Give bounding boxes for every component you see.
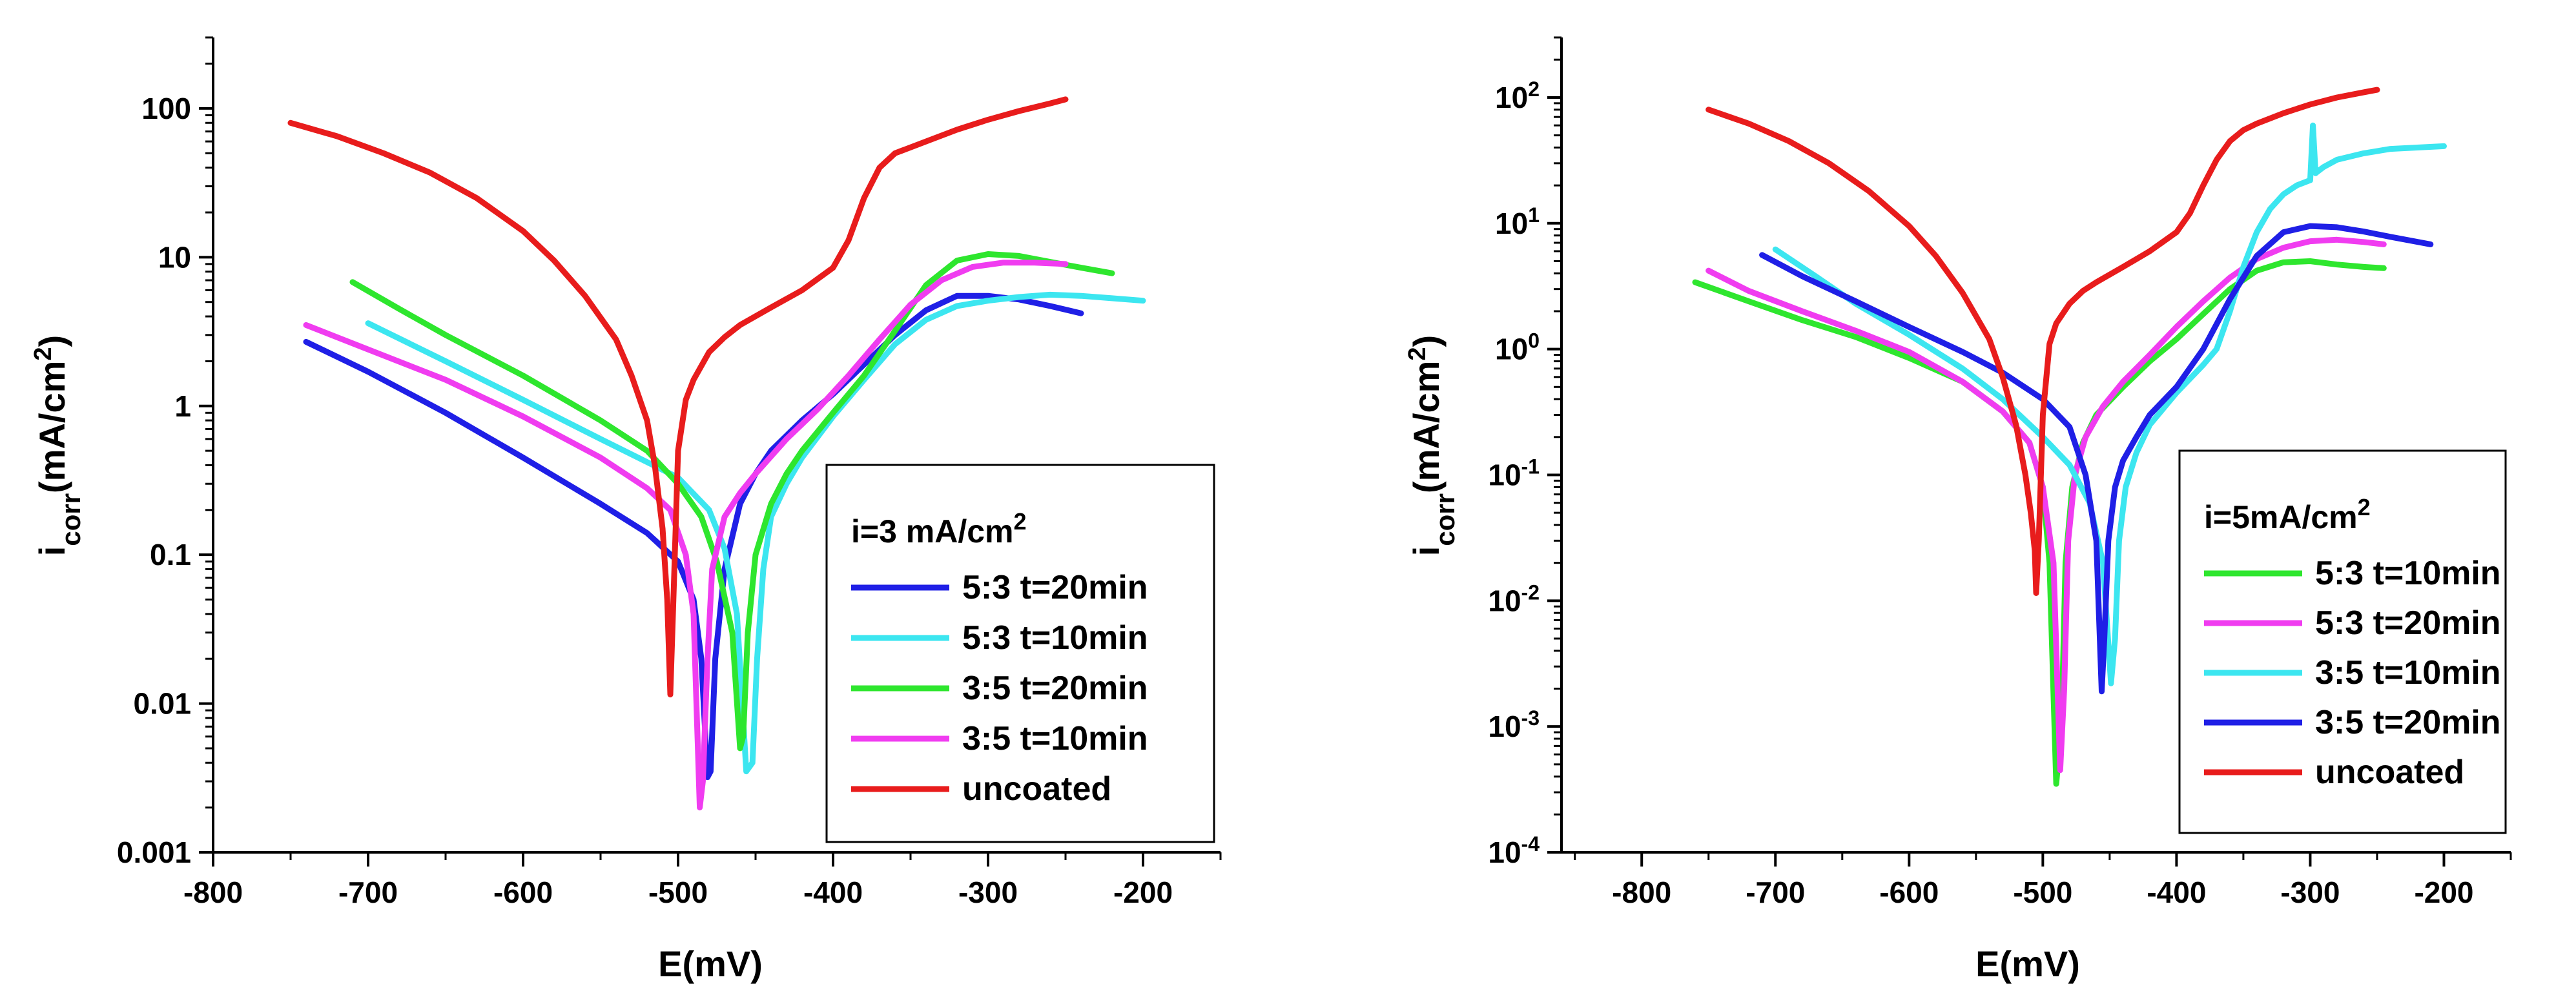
y-tick-label: 0.001 bbox=[117, 836, 191, 869]
legend-title-text: i=5mA/cm bbox=[2204, 499, 2358, 535]
legend-label: 5:3 t=10min bbox=[962, 619, 1148, 657]
x-tick-label: -200 bbox=[2414, 876, 2473, 909]
y-axis-title-sub: corr bbox=[1430, 493, 1460, 546]
series-line-uncoated bbox=[287, 96, 1069, 698]
legend-label: 5:3 t=10min bbox=[2315, 555, 2501, 592]
legend-label: uncoated bbox=[962, 770, 1111, 808]
legend-label: 3:5 t=20min bbox=[2315, 704, 2501, 741]
legend-left: i=3 mA/cm2 5:3 t=20min 5:3 t=10min 3:5 t=2… bbox=[825, 464, 1215, 843]
x-tick-label: -800 bbox=[1612, 876, 1671, 909]
series-group-left bbox=[287, 96, 1146, 811]
legend-title-sup: 2 bbox=[2358, 494, 2371, 520]
legend-items-right: 5:3 t=10min 5:3 t=20min 3:5 t=10min 3:5 t=2… bbox=[2204, 555, 2501, 791]
x-tick-label: -700 bbox=[338, 876, 398, 909]
legend-label: 5:3 t=20min bbox=[2315, 604, 2501, 642]
x-tick-label: -700 bbox=[1746, 876, 1805, 909]
chart-left: -800 -700 -600 -500 -400 -300 -200 0.001 0.01 0.1… bbox=[30, 36, 1222, 984]
series-line-3-5-t-10min bbox=[1772, 122, 2447, 686]
legend-label: 5:3 t=20min bbox=[962, 569, 1148, 606]
y-axis-title-close: ) bbox=[1406, 335, 1447, 347]
y-axis-title-base: i bbox=[32, 546, 72, 557]
x-tick-label: -300 bbox=[958, 876, 1018, 909]
series-group-right bbox=[1692, 87, 2447, 787]
series-line-5-3-t-20min bbox=[303, 293, 1084, 781]
legend-title-right: i=5mA/cm2 bbox=[2204, 494, 2371, 536]
x-axis-title-left: E(mV) bbox=[658, 943, 763, 984]
y-axis-title-left: icorr(mA/cm2) bbox=[30, 335, 86, 556]
legend-title-text: i=3 mA/cm bbox=[851, 513, 1014, 549]
y-tick-label: 100 bbox=[1495, 329, 1540, 366]
y-axis-title-base: i bbox=[1406, 546, 1447, 557]
x-tick-label: -400 bbox=[803, 876, 863, 909]
x-tick-label: -400 bbox=[2147, 876, 2206, 909]
series-line-3-5-t-10min bbox=[303, 260, 1069, 811]
x-tick-label: -300 bbox=[2280, 876, 2340, 909]
y-tick-label: 100 bbox=[141, 92, 191, 125]
y-axis-title-sup: 2 bbox=[30, 347, 57, 360]
y-axis-title-close: ) bbox=[32, 335, 72, 347]
x-tick-label: -600 bbox=[493, 876, 553, 909]
y-tick-label: 101 bbox=[1495, 203, 1540, 240]
legend-label: 3:5 t=20min bbox=[962, 670, 1148, 707]
y-tick-label: 0.1 bbox=[150, 538, 191, 571]
y-tick-label: 10-2 bbox=[1488, 580, 1540, 617]
legend-title-left: i=3 mA/cm2 bbox=[851, 508, 1027, 550]
legend-items-left: 5:3 t=20min 5:3 t=10min 3:5 t=20min 3:5 t=1… bbox=[851, 569, 1148, 808]
y-tick-label: 1 bbox=[174, 389, 191, 423]
x-tick-label: -200 bbox=[1113, 876, 1173, 909]
y-tick-label: 10 bbox=[158, 240, 191, 274]
x-axis-title-right: E(mV) bbox=[1975, 943, 2080, 984]
series-line-3-5-t-20min bbox=[349, 251, 1115, 752]
y-axis-title-right: icorr(mA/cm2) bbox=[1404, 335, 1460, 556]
x-tick-label: -600 bbox=[1879, 876, 1939, 909]
legend-label: 3:5 t=10min bbox=[2315, 654, 2501, 692]
axes-right: -800 -700 -600 -500 -400 -300 -200 10-4 10-3 10-2… bbox=[1488, 36, 2512, 909]
x-tick-label: -500 bbox=[648, 876, 708, 909]
y-axis-title-sub: corr bbox=[56, 493, 86, 546]
y-axis-title-sup: 2 bbox=[1404, 347, 1431, 360]
y-tick-label: 0.01 bbox=[133, 687, 191, 721]
y-axis-title-unit: (mA/cm bbox=[32, 361, 72, 493]
legend-box-right bbox=[2178, 449, 2507, 834]
chart-right: -800 -700 -600 -500 -400 -300 -200 10-4 10-3 10-2… bbox=[1404, 36, 2512, 984]
y-axis-title-unit: (mA/cm bbox=[1406, 361, 1447, 493]
series-line-3-5-t-20min bbox=[1759, 223, 2434, 695]
x-tick-label: -800 bbox=[183, 876, 243, 909]
legend-label: uncoated bbox=[2315, 754, 2464, 791]
series-line-uncoated bbox=[1705, 87, 2380, 596]
legend-title-sup: 2 bbox=[1014, 508, 1027, 535]
x-tick-label: -500 bbox=[2013, 876, 2072, 909]
y-tick-label: 10-4 bbox=[1488, 832, 1540, 869]
y-tick-label: 102 bbox=[1495, 77, 1540, 114]
y-tick-label: 10-1 bbox=[1488, 455, 1540, 491]
legend-right: i=5mA/cm2 5:3 t=10min 5:3 t=20min 3:5 t=10… bbox=[2178, 449, 2507, 834]
y-tick-label: 10-3 bbox=[1488, 706, 1540, 743]
legend-label: 3:5 t=10min bbox=[962, 720, 1148, 757]
axes-left: -800 -700 -600 -500 -400 -300 -200 0.001 0.01 0.1… bbox=[117, 36, 1222, 909]
legend-box-left bbox=[825, 464, 1215, 843]
